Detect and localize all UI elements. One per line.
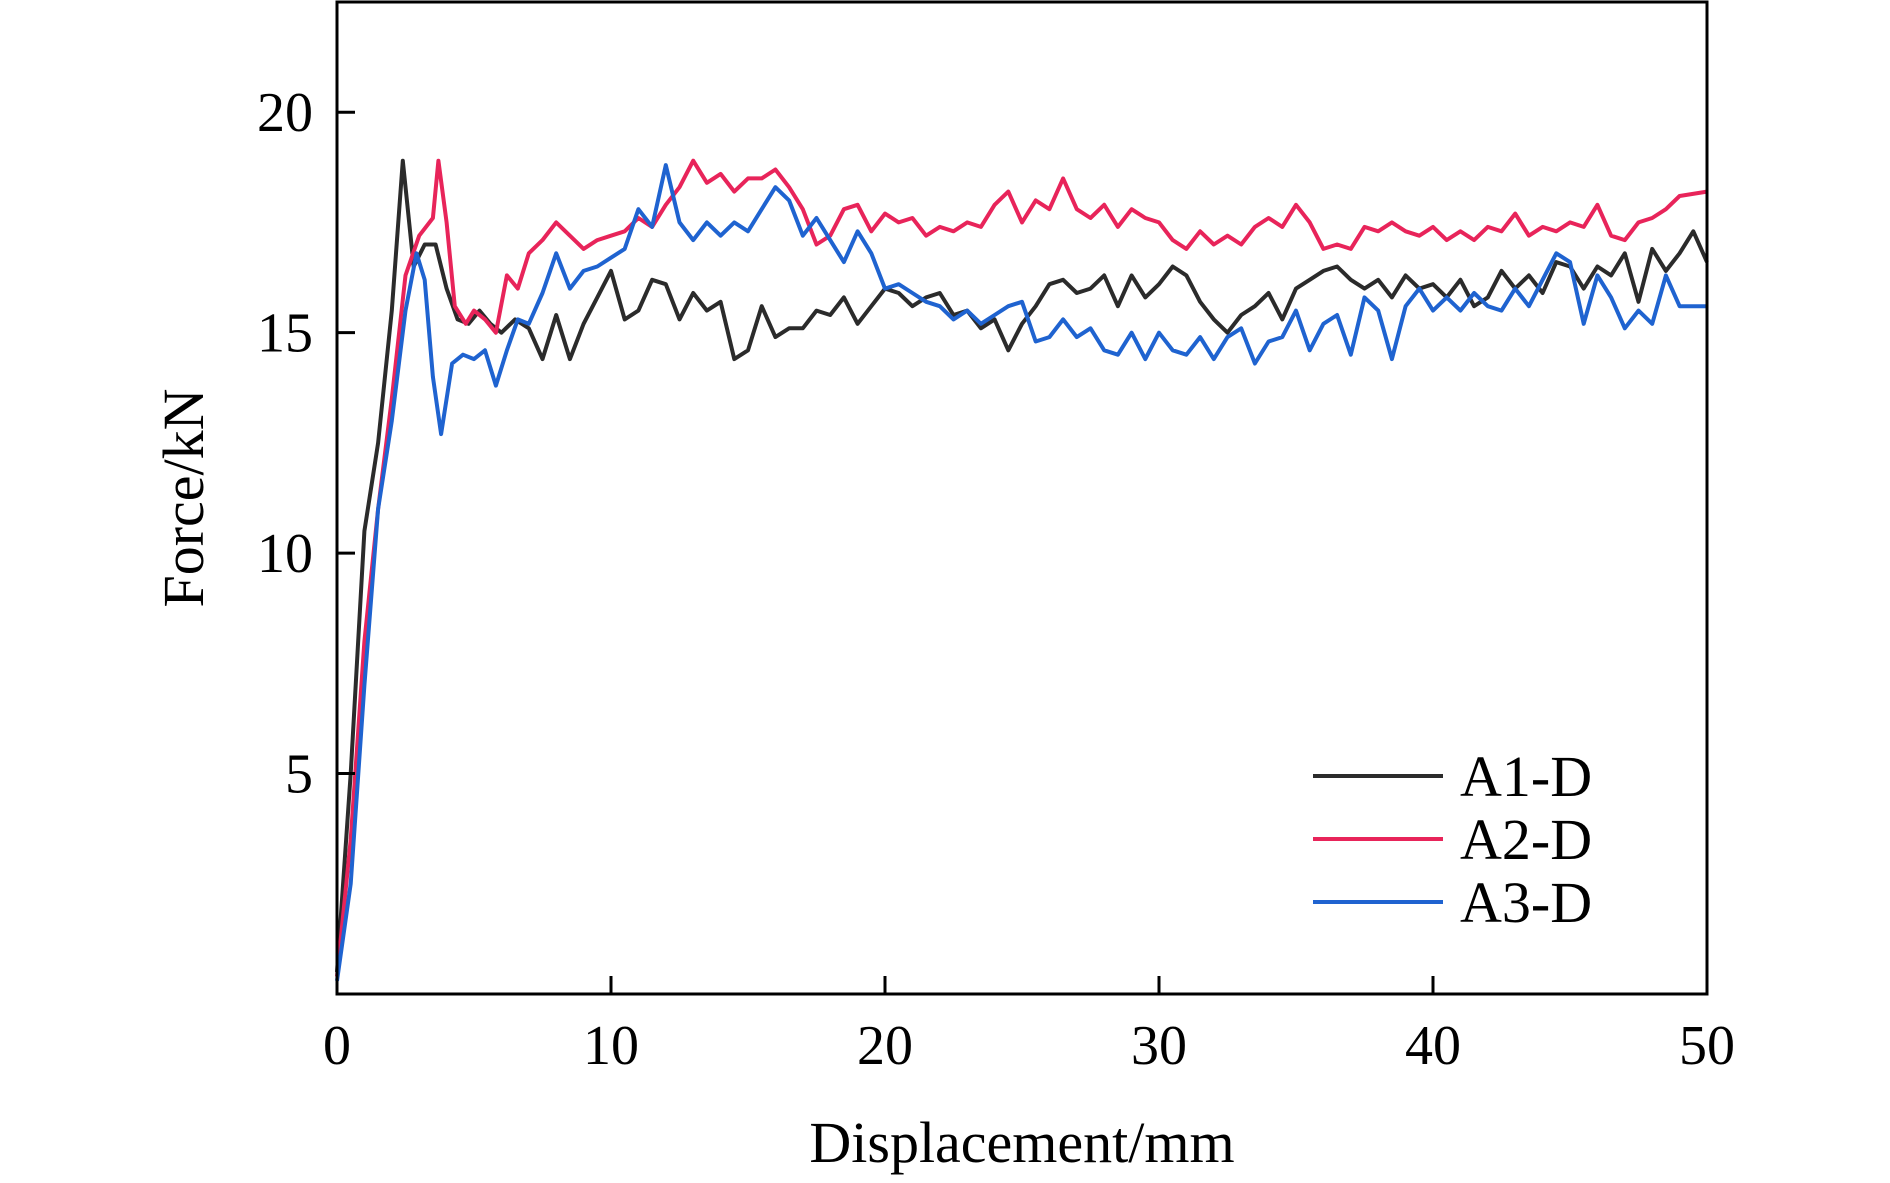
y-axis-title: Force/kN	[151, 388, 216, 607]
legend: A1-DA2-DA3-D	[1313, 744, 1592, 935]
x-tick-label: 50	[1679, 1015, 1735, 1077]
x-tick-label: 40	[1405, 1015, 1461, 1077]
y-tick-label: 5	[285, 744, 313, 806]
series-layer	[335, 158, 1709, 982]
x-tick-label: 10	[583, 1015, 639, 1077]
legend-label-a3-d: A3-D	[1460, 870, 1592, 935]
y-tick-label: 20	[257, 82, 313, 144]
x-tick-label: 0	[323, 1015, 351, 1077]
y-tick-label: 15	[257, 303, 313, 365]
x-tick-label: 30	[1131, 1015, 1187, 1077]
x-axis-title: Displacement/mm	[809, 1110, 1234, 1175]
y-tick-label: 10	[257, 523, 313, 585]
series-line-a3-d	[335, 163, 1707, 982]
legend-label-a1-d: A1-D	[1460, 744, 1592, 809]
plot-frame	[335, 0, 1709, 996]
series-line-a2-d	[335, 158, 1708, 977]
legend-label-a2-d: A2-D	[1460, 807, 1592, 872]
series-line-a1-d	[335, 158, 1709, 973]
x-tick-label: 20	[857, 1015, 913, 1077]
ticks-layer: 0 10 20 30 40 50 5 10 15 20	[257, 82, 1735, 1077]
